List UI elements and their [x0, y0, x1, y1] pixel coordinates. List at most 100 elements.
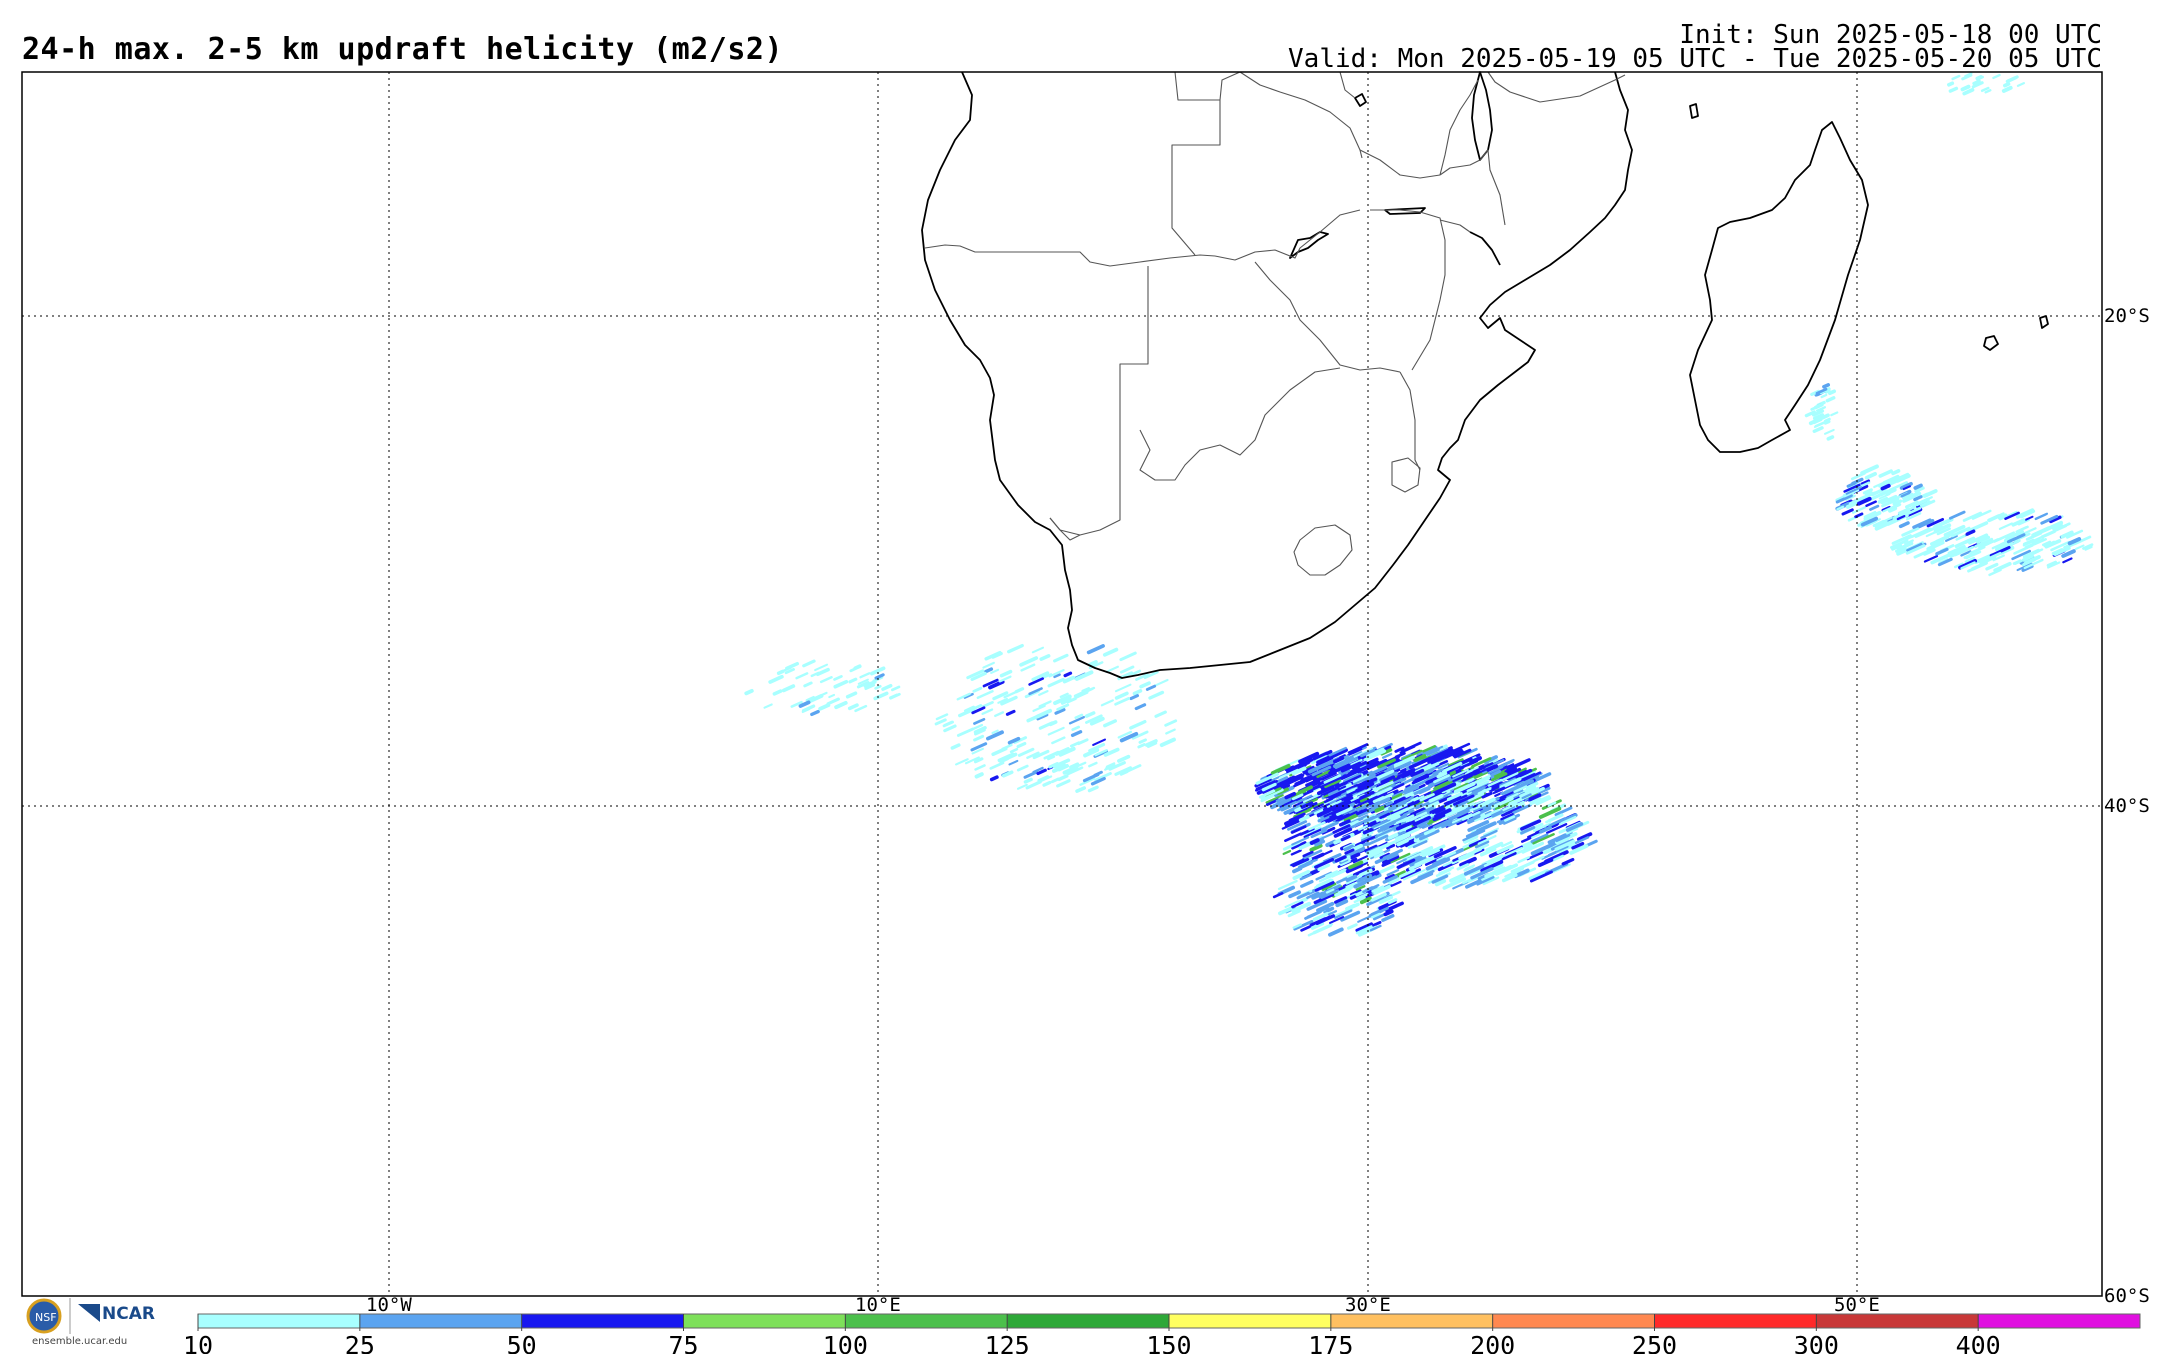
- helicity-streak: [1137, 743, 1146, 749]
- helicity-streak: [1476, 777, 1491, 785]
- helicity-streak: [1897, 507, 1910, 515]
- helicity-streak: [1353, 880, 1367, 889]
- helicity-streak: [1371, 818, 1391, 829]
- helicity-streak: [1334, 887, 1352, 897]
- site-url: ensemble.ucar.edu: [32, 1336, 128, 1347]
- helicity-streak: [1469, 756, 1482, 764]
- helicity-streak: [1063, 671, 1073, 678]
- helicity-streak: [1265, 794, 1284, 804]
- helicity-streak: [828, 693, 836, 699]
- helicity-streak: [1328, 789, 1346, 800]
- helicity-streak: [970, 671, 987, 681]
- coastlines: [921, 71, 2049, 679]
- helicity-streak: [1347, 860, 1364, 870]
- helicity-streak: [1971, 509, 1992, 520]
- helicity-streak: [2062, 557, 2073, 564]
- helicity-streak: [1521, 793, 1532, 800]
- helicity-streak: [1337, 785, 1347, 791]
- helicity-streak: [1432, 857, 1447, 867]
- helicity-streak: [1117, 730, 1133, 739]
- helicity-streak: [1119, 665, 1135, 674]
- helicity-streak: [1933, 523, 1952, 534]
- gridlines: [22, 72, 2102, 1296]
- helicity-streak: [1405, 840, 1417, 848]
- helicity-streak: [1848, 495, 1868, 506]
- helicity-streak: [1467, 786, 1486, 797]
- helicity-streak: [1313, 808, 1325, 815]
- helicity-streak: [1409, 784, 1433, 797]
- helicity-streak: [1476, 876, 1495, 886]
- helicity-streak: [1494, 786, 1506, 794]
- helicity-streak: [1992, 554, 2005, 562]
- helicity-streak: [1503, 846, 1523, 857]
- helicity-streak: [1325, 870, 1339, 878]
- helicity-streak: [1290, 849, 1302, 856]
- helicity-streak: [1974, 553, 1994, 565]
- helicity-streak: [805, 695, 815, 702]
- helicity-streak: [814, 663, 829, 672]
- border-zambia-zimbabwe: [1214, 209, 1361, 261]
- helicity-streak: [1354, 794, 1370, 804]
- helicity-streak: [1899, 481, 1913, 490]
- helicity-streak: [1290, 825, 1307, 834]
- helicity-field: [744, 72, 2094, 937]
- colorbar-swatch: [1330, 1314, 1494, 1328]
- helicity-streak: [1435, 760, 1449, 768]
- mauritius-island: [2039, 315, 2049, 329]
- colorbar-swatch: [1007, 1314, 1170, 1328]
- helicity-streak: [1356, 892, 1369, 900]
- helicity-streak: [1338, 819, 1351, 827]
- helicity-streak: [2066, 529, 2084, 539]
- helicity-streak: [1410, 768, 1425, 777]
- helicity-streak: [1436, 851, 1457, 862]
- helicity-streak: [1538, 806, 1562, 819]
- helicity-streak: [1347, 923, 1358, 930]
- helicity-streak: [1297, 897, 1309, 904]
- helicity-streak: [1291, 766, 1307, 776]
- helicity-streak: [1316, 770, 1331, 779]
- nsf-logo: NSF: [26, 1298, 100, 1334]
- helicity-streak: [1333, 756, 1345, 764]
- colorbar-tick-label: 250: [1632, 1331, 1677, 1354]
- helicity-streak: [1144, 739, 1158, 747]
- helicity-streak: [1014, 687, 1025, 694]
- helicity-streak: [1447, 742, 1471, 755]
- helicity-streak: [1452, 794, 1475, 806]
- helicity-streak: [1918, 519, 1935, 529]
- helicity-streak: [1355, 781, 1375, 793]
- helicity-streak: [1452, 750, 1465, 758]
- helicity-streak: [1811, 409, 1825, 417]
- helicity-streak: [1050, 777, 1060, 784]
- helicity-streak: [1079, 777, 1096, 786]
- helicity-streak: [1328, 763, 1351, 775]
- helicity-streak: [772, 689, 783, 696]
- helicity-streak: [1298, 815, 1310, 822]
- helicity-streak: [1428, 748, 1451, 760]
- helicity-streak: [2042, 540, 2052, 547]
- helicity-streak: [1042, 780, 1052, 787]
- helicity-streak: [1346, 748, 1363, 757]
- africa-coastline: [921, 71, 1633, 679]
- helicity-streak: [1936, 527, 1951, 536]
- helicity-streak: [1479, 847, 1497, 857]
- helicity-streak: [1390, 880, 1402, 888]
- helicity-streak: [1446, 792, 1463, 802]
- helicity-streak: [2052, 523, 2064, 531]
- valid-time: Valid: Mon 2025-05-19 05 UTC - Tue 2025-…: [1288, 44, 2102, 74]
- helicity-streak: [1561, 857, 1575, 866]
- helicity-streak: [1494, 759, 1514, 771]
- colorbar-swatch: [359, 1314, 523, 1328]
- helicity-streak: [1419, 848, 1432, 856]
- helicity-streak: [1355, 925, 1373, 935]
- helicity-streak: [1284, 832, 1302, 842]
- helicity-streak: [1062, 675, 1076, 684]
- helicity-streak: [1352, 829, 1365, 837]
- helicity-streak: [891, 685, 901, 692]
- helicity-streak: [1423, 789, 1447, 803]
- helicity-streak: [1347, 743, 1369, 754]
- helicity-streak: [1878, 480, 1890, 488]
- helicity-streak: [1023, 777, 1033, 784]
- helicity-streak: [1481, 791, 1493, 799]
- helicity-streak: [998, 675, 1012, 683]
- helicity-streak: [1476, 821, 1497, 833]
